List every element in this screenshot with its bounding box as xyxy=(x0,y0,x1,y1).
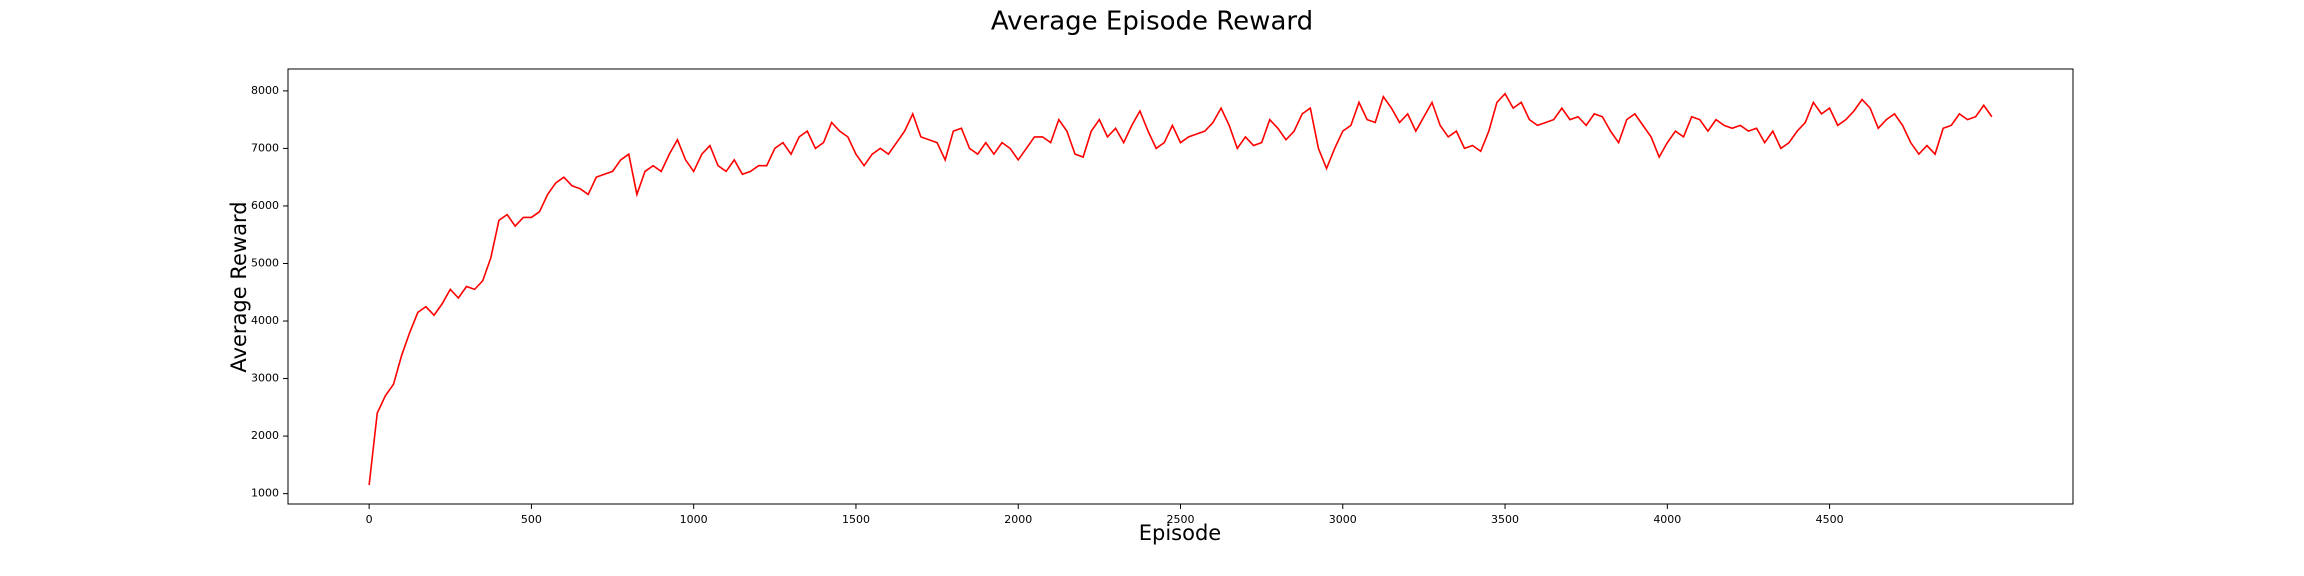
x-tick-label: 1500 xyxy=(842,513,870,526)
y-tick-label: 6000 xyxy=(251,199,279,212)
x-tick-label: 2000 xyxy=(1004,513,1032,526)
x-tick-label: 3500 xyxy=(1491,513,1519,526)
y-axis-label: Average Reward xyxy=(227,201,251,372)
x-tick-label: 0 xyxy=(366,513,373,526)
y-tick-label: 8000 xyxy=(251,84,279,97)
y-tick-label: 3000 xyxy=(251,372,279,385)
x-tick-label: 2500 xyxy=(1167,513,1195,526)
y-tick-label: 7000 xyxy=(251,141,279,154)
chart-title: Average Episode Reward xyxy=(991,7,1313,37)
x-tick-label: 4000 xyxy=(1653,513,1681,526)
data-line xyxy=(368,92,1993,486)
y-tick-label: 5000 xyxy=(251,256,279,269)
y-tick-label: 2000 xyxy=(251,429,279,442)
x-axis-label: Episode xyxy=(1139,521,1221,545)
x-tick-label: 500 xyxy=(521,513,542,526)
x-tick-label: 4500 xyxy=(1816,513,1844,526)
y-tick-label: 4000 xyxy=(251,314,279,327)
plot-frame xyxy=(287,68,2074,505)
y-tick-label: 1000 xyxy=(251,487,279,500)
x-tick-label: 3000 xyxy=(1329,513,1357,526)
x-tick-label: 1000 xyxy=(680,513,708,526)
